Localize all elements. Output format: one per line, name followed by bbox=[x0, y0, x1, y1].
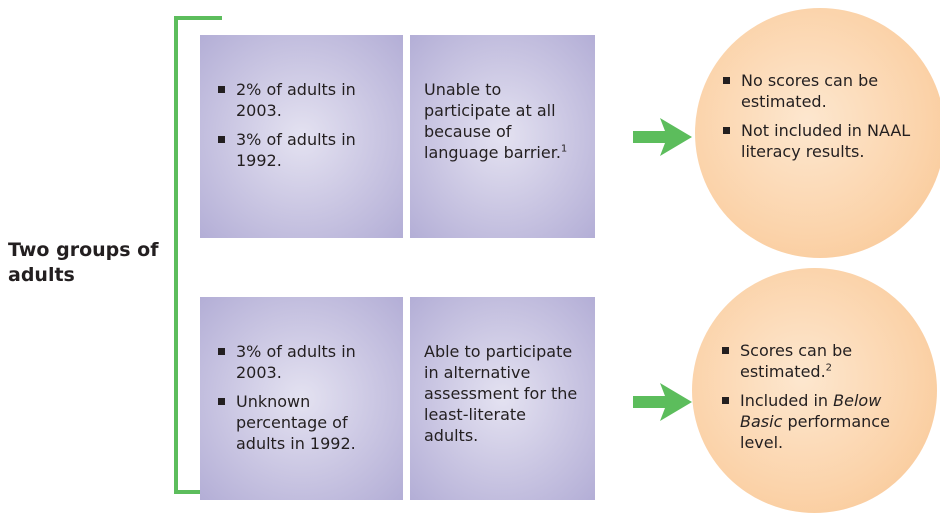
stat-item: 3% of adults in 2003. bbox=[216, 341, 389, 383]
footnote: 2 bbox=[825, 362, 833, 374]
text: Unable to participate at all because of … bbox=[424, 80, 561, 162]
stat-item: 2% of adults in 2003. bbox=[216, 79, 389, 121]
description: Able to participate in alternative asses… bbox=[424, 341, 585, 446]
footnote: 1 bbox=[560, 143, 568, 155]
description-box: Unable to participate at all because of … bbox=[410, 35, 595, 238]
stat-item: 3% of adults in 1992. bbox=[216, 129, 389, 171]
group-label: Two groups of adults bbox=[8, 239, 159, 286]
stat-item: Unknown percentage of adults in 1992. bbox=[216, 391, 389, 454]
stats-list: 3% of adults in 2003. Unknown percentage … bbox=[216, 341, 389, 454]
outcome-circle: No scores can be estimated. Not included … bbox=[695, 8, 940, 258]
description-box: Able to participate in alternative asses… bbox=[410, 297, 595, 500]
stats-box: 3% of adults in 2003. Unknown percentage … bbox=[200, 297, 403, 500]
arrow bbox=[633, 383, 692, 421]
outcome-item: Included in Below Basic performance leve… bbox=[720, 390, 915, 453]
text: Not included in NAAL literacy results. bbox=[741, 121, 911, 161]
text: No scores can be estimated. bbox=[741, 71, 879, 111]
stats-box: 2% of adults in 2003. 3% of adults in 199… bbox=[200, 35, 403, 238]
outcome-list: Scores can be estimated.2 Included in Bel… bbox=[720, 340, 915, 453]
outcome-item: Not included in NAAL literacy results. bbox=[721, 120, 916, 162]
emphasis: Below Basic bbox=[740, 391, 882, 431]
outcome-item: No scores can be estimated. bbox=[721, 70, 916, 112]
arrow bbox=[633, 118, 692, 156]
outcome-list: No scores can be estimated. Not included … bbox=[721, 70, 916, 162]
outcome-item: Scores can be estimated.2 bbox=[720, 340, 915, 382]
text: Scores can be estimated. bbox=[740, 341, 853, 381]
text: performance level. bbox=[740, 412, 890, 452]
stats-list: 2% of adults in 2003. 3% of adults in 199… bbox=[216, 79, 389, 171]
bracket bbox=[174, 16, 222, 494]
text: Able to participate in alternative asses… bbox=[424, 342, 578, 445]
description: Unable to participate at all because of … bbox=[424, 79, 585, 163]
text: Included in bbox=[740, 391, 834, 410]
outcome-circle: Scores can be estimated.2 Included in Bel… bbox=[692, 268, 937, 513]
